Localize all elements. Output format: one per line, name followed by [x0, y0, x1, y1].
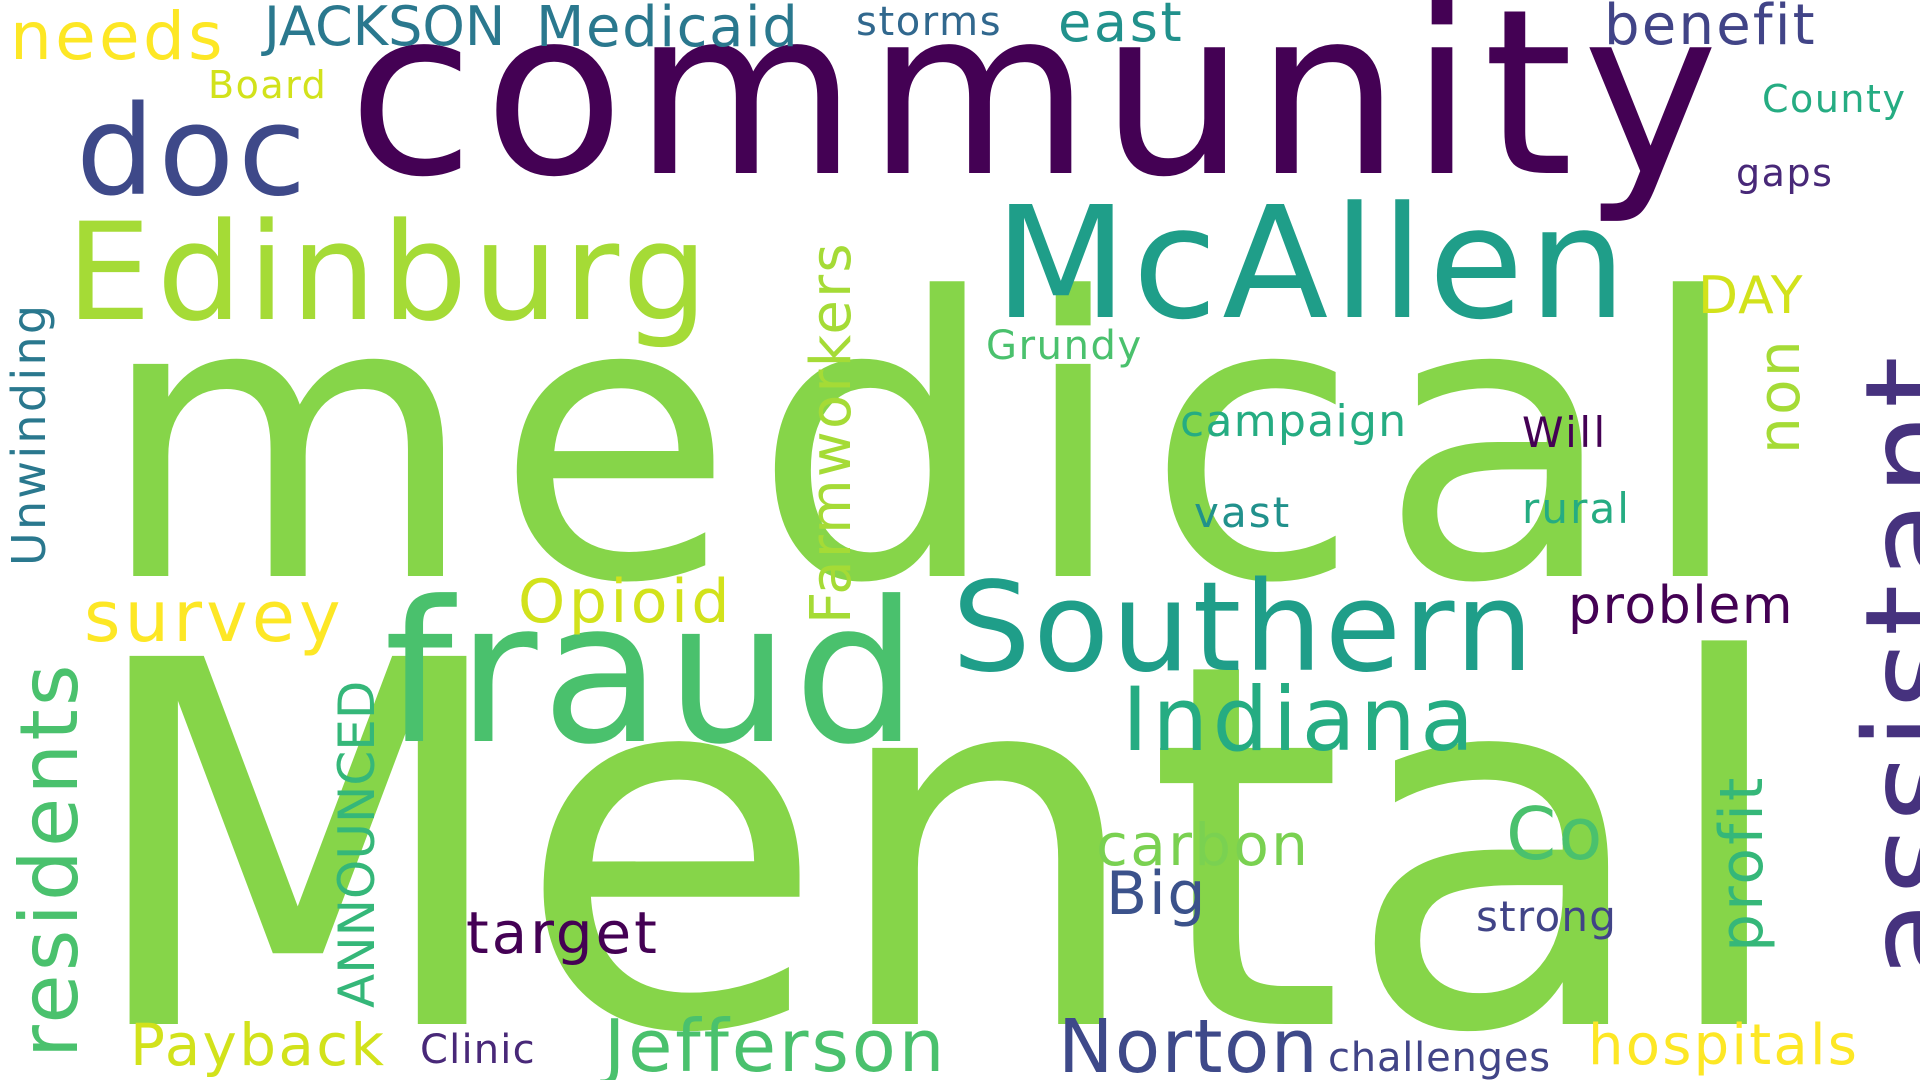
word-day: DAY	[1698, 266, 1804, 326]
word-problem: problem	[1568, 576, 1795, 636]
word-challenges: challenges	[1328, 1035, 1551, 1080]
word-rural: rural	[1522, 484, 1632, 533]
word-unwinding: Unwinding	[2, 302, 56, 566]
word-southern: Southern	[952, 556, 1536, 700]
word-co: Co	[1506, 792, 1605, 876]
word-strong: strong	[1476, 892, 1618, 941]
word-non: non	[1745, 338, 1813, 454]
word-medicaid: Medicaid	[536, 0, 800, 60]
word-jefferson: Jefferson	[604, 1004, 948, 1080]
word-jackson: JACKSON	[264, 0, 506, 58]
word-opioid: Opioid	[518, 567, 734, 637]
word-needs: needs	[10, 0, 226, 75]
word-payback: Payback	[130, 1011, 387, 1079]
word-profit: profit	[1707, 774, 1777, 952]
word-medical: medical	[98, 216, 1764, 668]
word-announced: ANNOUNCED	[328, 680, 386, 1008]
word-farmworkers: Farmworkers	[799, 241, 864, 624]
word-county: County	[1762, 77, 1907, 121]
word-mental: Mental	[80, 556, 1795, 1080]
word-east: east	[1058, 0, 1185, 54]
word-benefit: benefit	[1604, 0, 1817, 58]
word-doc: doc	[76, 80, 310, 224]
word-clinic: Clinic	[420, 1027, 536, 1073]
word-vast: vast	[1194, 488, 1292, 537]
word-gaps: gaps	[1736, 151, 1834, 195]
word-edinburg: Edinburg	[66, 194, 714, 351]
word-norton: Norton	[1058, 1004, 1320, 1080]
word-residents: residents	[3, 661, 96, 1058]
word-big: Big	[1106, 859, 1208, 929]
word-mcallen: McAllen	[994, 173, 1632, 354]
word-will: Will	[1522, 408, 1608, 457]
word-storms: storms	[856, 0, 1003, 45]
word-hospitals: hospitals	[1588, 1013, 1860, 1078]
word-campaign: campaign	[1180, 396, 1408, 447]
word-target: target	[466, 899, 660, 967]
word-carbon: carbon	[1096, 811, 1311, 879]
word-survey: survey	[84, 576, 345, 658]
word-fraud: fraud	[384, 560, 922, 788]
word-board: Board	[208, 63, 328, 107]
word-grundy: Grundy	[986, 323, 1143, 369]
word-community: community	[348, 0, 1728, 228]
word-assistant: assistant	[1837, 352, 1920, 980]
word-indiana: Indiana	[1122, 668, 1479, 771]
